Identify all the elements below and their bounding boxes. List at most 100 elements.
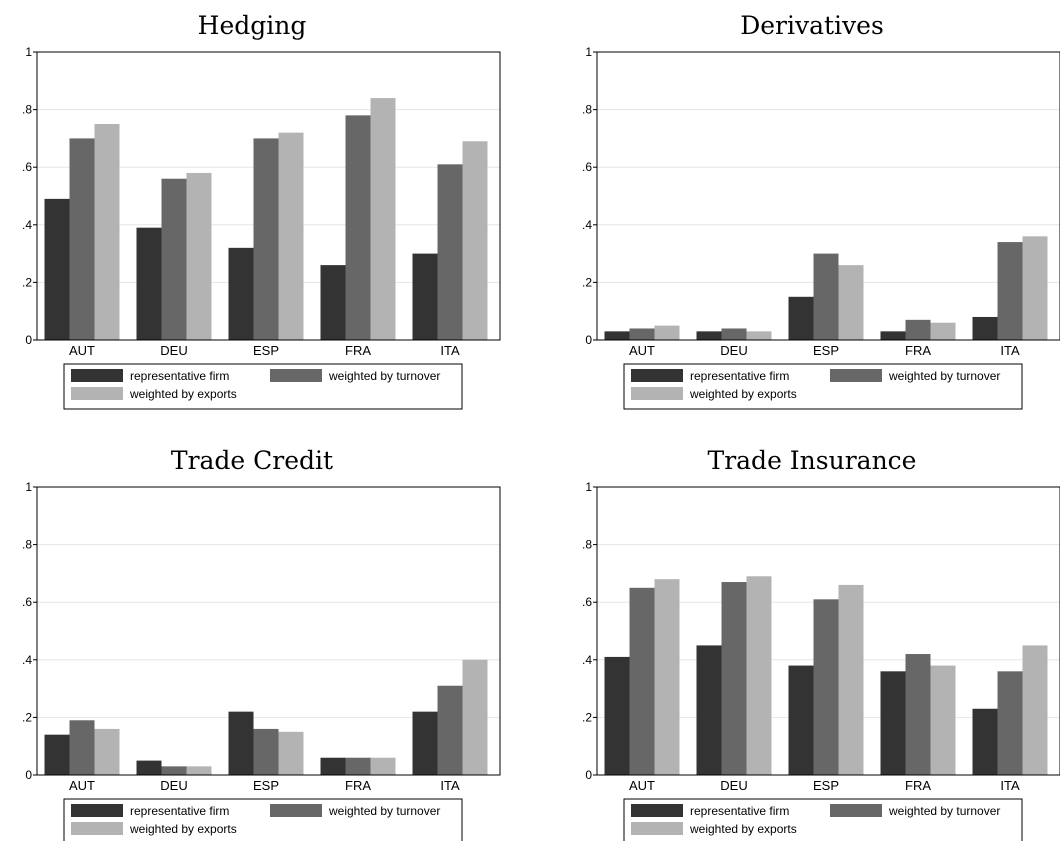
bar-exports [1022,236,1048,340]
bar-representative [412,253,438,340]
legend-label-representative: representative firm [130,369,229,383]
legend-swatch-exports [71,822,123,835]
bar-exports [462,141,488,340]
bar-turnover [813,599,839,775]
x-tick-label: FRA [905,343,931,358]
legend-label-representative: representative firm [690,804,789,818]
legend-label-exports: weighted by exports [689,387,797,401]
legend-label-turnover: weighted by turnover [888,369,1000,383]
bar-exports [462,659,488,775]
x-tick-label: DEU [720,343,747,358]
legend-box [63,798,463,841]
bar-turnover [905,654,931,775]
bar-representative [136,760,162,775]
panel-title: Trade Insurance [708,446,917,475]
x-tick-label: ITA [440,343,460,358]
y-tick-label: 0 [585,768,592,782]
y-tick-label: 0 [585,333,592,347]
bar-turnover [437,685,463,775]
x-tick-label: ITA [1000,778,1020,793]
plot-area: 0 .2 .4 .6 .8 1 AUT DEU ESP FRA ITA [22,480,501,793]
bar-exports [746,576,772,775]
y-tick-label: .8 [22,538,32,552]
panel-title: Hedging [198,11,307,40]
legend-label-turnover: weighted by turnover [888,804,1000,818]
x-tick-label: ESP [253,343,279,358]
y-tick-label: 1 [25,45,32,59]
y-tick-label: 0 [25,333,32,347]
bar-exports [278,132,304,340]
bar-representative [44,198,70,340]
bar-turnover [905,319,931,340]
legend-label-representative: representative firm [690,369,789,383]
bar-representative [972,708,998,775]
bar-representative [136,227,162,340]
y-tick-label: .6 [22,595,32,609]
y-tick-label: .8 [582,538,592,552]
legend-swatch-turnover [830,804,882,817]
legend-box [623,798,1023,841]
bar-turnover [345,115,371,340]
legend: representative firm weighted by turnover… [623,363,1023,410]
y-tick-label: .6 [582,595,592,609]
bar-exports [186,766,212,775]
plot-area: 0 .2 .4 .6 .8 1 AUT DEU ESP FRA ITA [582,45,1060,358]
x-tick-label: ESP [813,778,839,793]
y-tick-label: 1 [585,45,592,59]
y-tick-label: .4 [22,653,32,667]
bar-turnover [69,138,95,340]
bar-representative [696,331,722,340]
bar-turnover [721,328,747,340]
x-tick-label: AUT [69,343,95,358]
bar-representative [880,671,906,775]
y-tick-label: .2 [582,275,592,289]
y-tick-label: .8 [582,103,592,117]
plot-frame [36,486,501,776]
bar-turnover [253,728,279,775]
plot-area: 0 .2 .4 .6 .8 1 AUT DEU ESP FRA ITA [22,45,501,358]
legend-swatch-representative [71,369,123,382]
legend-box [63,363,463,410]
y-tick-label: .8 [22,103,32,117]
bar-exports [654,325,680,340]
legend: representative firm weighted by turnover… [623,798,1023,841]
bar-exports [838,265,864,340]
legend-label-exports: weighted by exports [129,822,237,836]
y-tick-label: 1 [25,480,32,494]
legend-swatch-turnover [830,369,882,382]
y-tick-label: 0 [25,768,32,782]
x-tick-label: FRA [345,343,371,358]
bar-representative [228,711,254,775]
y-tick-label: 1 [585,480,592,494]
x-tick-label: DEU [160,778,187,793]
bar-exports [94,124,120,340]
y-tick-label: .4 [22,218,32,232]
legend-label-turnover: weighted by turnover [328,369,440,383]
bar-exports [370,757,396,775]
bar-representative [320,265,346,340]
bar-representative [228,247,254,340]
y-tick-label: .4 [582,218,592,232]
x-tick-label: AUT [69,778,95,793]
bar-turnover [629,587,655,775]
bar-exports [278,731,304,775]
bar-exports [186,172,212,340]
legend: representative firm weighted by turnover… [63,363,463,410]
bar-exports [930,322,956,340]
bar-turnover [253,138,279,340]
bar-turnover [345,757,371,775]
chart-panel-trade-credit: Trade Credit 0 .2 .4 .6 .8 1 AUT DEU ESP FRA ITA r… [22,446,501,841]
bar-representative [412,711,438,775]
x-tick-label: ITA [1000,343,1020,358]
panel-title: Derivatives [740,11,884,40]
legend-swatch-turnover [270,369,322,382]
y-tick-label: .6 [22,160,32,174]
legend-box [623,363,1023,410]
legend-swatch-exports [631,387,683,400]
bar-representative [696,645,722,775]
x-tick-label: DEU [720,778,747,793]
legend-label-representative: representative firm [130,804,229,818]
bar-representative [44,734,70,775]
legend-label-exports: weighted by exports [129,387,237,401]
